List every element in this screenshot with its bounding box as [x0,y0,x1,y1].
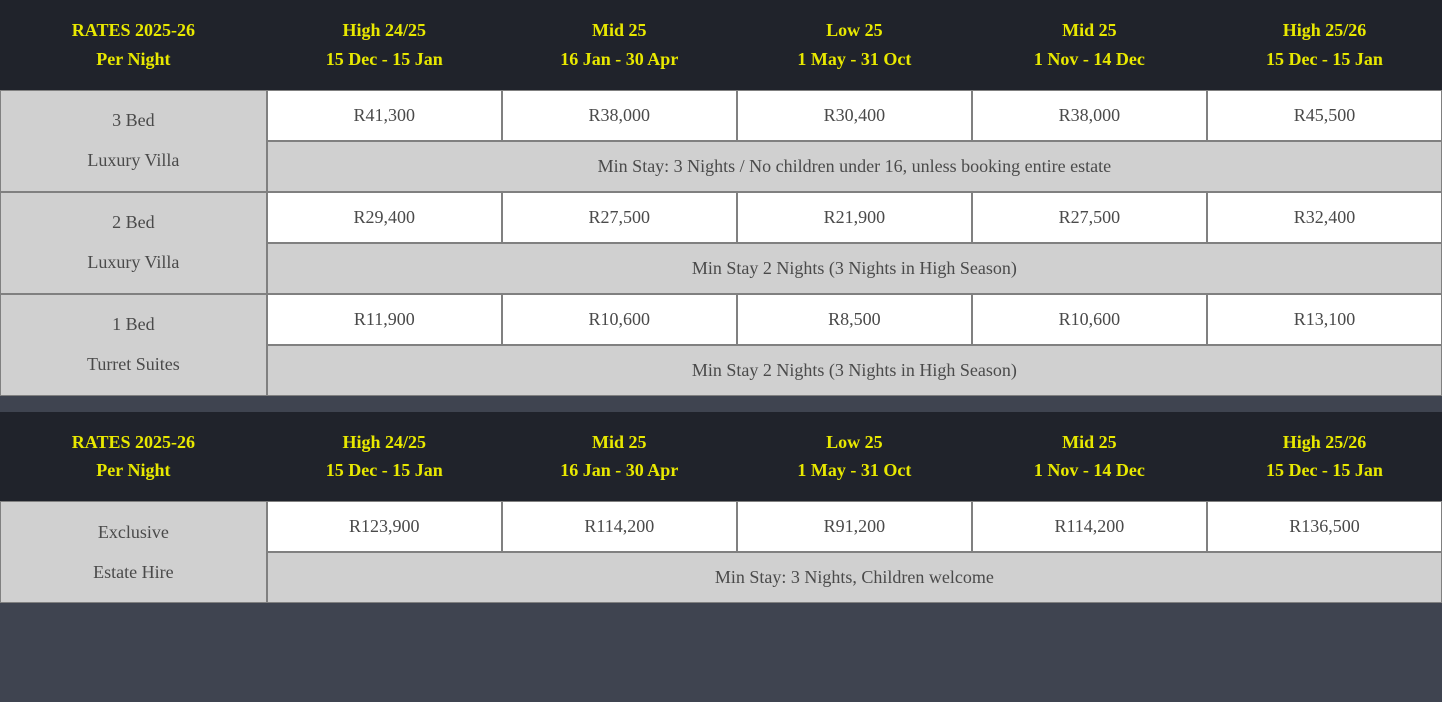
price-cell: R11,900 [267,294,502,345]
header-period-name: Mid 25 [980,16,1199,45]
header-title: RATES 2025-26 Per Night [0,0,267,90]
header-period-name: Mid 25 [510,428,729,457]
header-period-1: Mid 25 16 Jan - 30 Apr [502,412,737,502]
room-label-line2: Luxury Villa [0,141,267,192]
table-spacer [0,396,1442,412]
header-period-range: 16 Jan - 30 Apr [510,45,729,74]
header-period-4: High 25/26 15 Dec - 15 Jan [1207,0,1442,90]
price-cell: R41,300 [267,90,502,141]
price-cell: R10,600 [972,294,1207,345]
table-row: 1 Bed R11,900 R10,600 R8,500 R10,600 R13… [0,294,1442,345]
header-period-name: High 25/26 [1215,16,1434,45]
room-label-line1: Exclusive [0,501,267,552]
room-label-line2: Turret Suites [0,345,267,396]
price-cell: R91,200 [737,501,972,552]
price-cell: R38,000 [972,90,1207,141]
table-header-row: RATES 2025-26 Per Night High 24/25 15 De… [0,0,1442,90]
price-cell: R8,500 [737,294,972,345]
room-label-line1: 2 Bed [0,192,267,243]
price-cell: R21,900 [737,192,972,243]
header-period-4: High 25/26 15 Dec - 15 Jan [1207,412,1442,502]
price-cell: R13,100 [1207,294,1442,345]
header-period-0: High 24/25 15 Dec - 15 Jan [267,0,502,90]
table-row: Luxury Villa Min Stay 2 Nights (3 Nights… [0,243,1442,294]
price-cell: R30,400 [737,90,972,141]
table-row: 3 Bed R41,300 R38,000 R30,400 R38,000 R4… [0,90,1442,141]
table-row: Exclusive R123,900 R114,200 R91,200 R114… [0,501,1442,552]
header-title-line1: RATES 2025-26 [8,16,259,45]
rates-table-estate: RATES 2025-26 Per Night High 24/25 15 De… [0,412,1442,604]
header-title-line1: RATES 2025-26 [8,428,259,457]
header-period-range: 16 Jan - 30 Apr [510,456,729,485]
price-cell: R29,400 [267,192,502,243]
header-title-line2: Per Night [8,45,259,74]
header-period-name: Mid 25 [980,428,1199,457]
price-cell: R114,200 [972,501,1207,552]
header-period-name: Low 25 [745,16,964,45]
price-cell: R38,000 [502,90,737,141]
row-note: Min Stay 2 Nights (3 Nights in High Seas… [267,345,1442,396]
table-row: Turret Suites Min Stay 2 Nights (3 Night… [0,345,1442,396]
header-period-range: 15 Dec - 15 Jan [1215,45,1434,74]
header-period-range: 15 Dec - 15 Jan [275,456,494,485]
room-label-line2: Luxury Villa [0,243,267,294]
table-row: Estate Hire Min Stay: 3 Nights, Children… [0,552,1442,603]
header-period-3: Mid 25 1 Nov - 14 Dec [972,412,1207,502]
price-cell: R27,500 [502,192,737,243]
header-period-name: High 24/25 [275,16,494,45]
header-period-name: High 24/25 [275,428,494,457]
table-header-row: RATES 2025-26 Per Night High 24/25 15 De… [0,412,1442,502]
rates-table-villas: RATES 2025-26 Per Night High 24/25 15 De… [0,0,1442,396]
room-label-line1: 1 Bed [0,294,267,345]
row-note: Min Stay 2 Nights (3 Nights in High Seas… [267,243,1442,294]
header-title: RATES 2025-26 Per Night [0,412,267,502]
price-cell: R45,500 [1207,90,1442,141]
header-period-2: Low 25 1 May - 31 Oct [737,412,972,502]
row-note: Min Stay: 3 Nights / No children under 1… [267,141,1442,192]
header-period-name: Low 25 [745,428,964,457]
header-period-1: Mid 25 16 Jan - 30 Apr [502,0,737,90]
header-period-name: Mid 25 [510,16,729,45]
price-cell: R136,500 [1207,501,1442,552]
price-cell: R114,200 [502,501,737,552]
room-label-line1: 3 Bed [0,90,267,141]
header-period-range: 15 Dec - 15 Jan [275,45,494,74]
header-period-2: Low 25 1 May - 31 Oct [737,0,972,90]
header-period-range: 1 Nov - 14 Dec [980,456,1199,485]
header-period-name: High 25/26 [1215,428,1434,457]
header-period-range: 1 May - 31 Oct [745,456,964,485]
header-period-3: Mid 25 1 Nov - 14 Dec [972,0,1207,90]
header-period-range: 1 May - 31 Oct [745,45,964,74]
room-label-line2: Estate Hire [0,552,267,603]
price-cell: R10,600 [502,294,737,345]
row-note: Min Stay: 3 Nights, Children welcome [267,552,1442,603]
price-cell: R27,500 [972,192,1207,243]
price-cell: R32,400 [1207,192,1442,243]
header-period-range: 15 Dec - 15 Jan [1215,456,1434,485]
header-period-range: 1 Nov - 14 Dec [980,45,1199,74]
table-row: Luxury Villa Min Stay: 3 Nights / No chi… [0,141,1442,192]
header-period-0: High 24/25 15 Dec - 15 Jan [267,412,502,502]
header-title-line2: Per Night [8,456,259,485]
table-row: 2 Bed R29,400 R27,500 R21,900 R27,500 R3… [0,192,1442,243]
price-cell: R123,900 [267,501,502,552]
